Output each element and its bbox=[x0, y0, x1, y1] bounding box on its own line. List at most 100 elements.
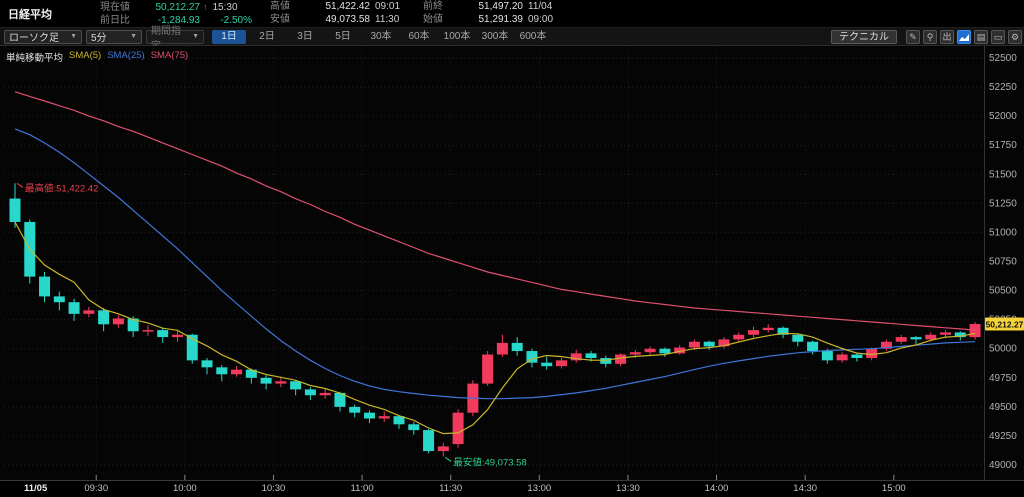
candle-14:05 bbox=[733, 334, 745, 340]
high-value: 51,422.42 bbox=[325, 1, 371, 12]
range-button-2日[interactable]: 2日 bbox=[259, 30, 275, 42]
range-button-60本[interactable]: 60本 bbox=[408, 30, 430, 42]
candle-11:10 bbox=[393, 416, 405, 425]
candle-13:20 bbox=[600, 358, 612, 364]
chart-toolbar: ローソク足▼ 5分▼ 期間指定▼ 1日 2日 3日 5日 30本 60本 100本 300本 6… bbox=[0, 26, 1024, 52]
interval-dropdown[interactable]: 5分 ▼ bbox=[86, 29, 142, 44]
candle-09:00 bbox=[9, 198, 21, 222]
axis-date-label: 11/05 bbox=[24, 483, 48, 494]
legend-sma75: SMA(75) bbox=[150, 50, 189, 61]
y-axis-label: 49000 bbox=[989, 460, 1017, 471]
candle-11:05 bbox=[378, 416, 390, 419]
candle-10:15 bbox=[231, 369, 243, 375]
chevron-down-icon: ▼ bbox=[192, 33, 199, 40]
candle-13:25 bbox=[615, 354, 627, 364]
prev-close-date: 11/04 bbox=[528, 1, 553, 12]
memo-icon[interactable]: ▤ bbox=[974, 29, 988, 44]
candle-10:55 bbox=[349, 406, 361, 413]
technical-button[interactable]: テクニカル bbox=[831, 29, 897, 44]
candle-14:00 bbox=[718, 339, 730, 347]
candle-13:35 bbox=[644, 348, 656, 353]
toolbar-right: テクニカル ✎ ⚲ 出 ▤ ▭ ⚙ bbox=[831, 29, 1024, 44]
candle-15:20 bbox=[954, 332, 966, 338]
gear-icon[interactable]: ⚙ bbox=[1008, 29, 1022, 44]
candle-10:35 bbox=[290, 381, 302, 390]
candle-10:25 bbox=[260, 377, 272, 384]
x-axis-label-14:30: 14:30 bbox=[793, 483, 818, 494]
candle-09:30 bbox=[98, 310, 110, 325]
range-button-300本[interactable]: 300本 bbox=[481, 30, 509, 42]
candle-12:45 bbox=[496, 342, 508, 355]
candle-14:45 bbox=[851, 354, 863, 359]
candle-14:30 bbox=[807, 341, 819, 352]
candle-13:00 bbox=[541, 362, 553, 367]
time-axis: 11/05 09:30 10:00 10:30 11:00 11:30 13:00 13:3… bbox=[0, 480, 1024, 497]
candle-15:10 bbox=[925, 334, 937, 340]
magnifier-icon[interactable]: ⚲ bbox=[923, 29, 937, 44]
low-annotation: 最安値:49,073.58 bbox=[453, 456, 526, 468]
y-axis-label: 50750 bbox=[989, 257, 1017, 268]
current-price-time: 15:30 bbox=[212, 1, 238, 13]
candle-13:30 bbox=[629, 352, 641, 355]
y-axis-label: 51500 bbox=[989, 169, 1017, 180]
export-icon[interactable]: 出 bbox=[940, 29, 954, 44]
toolbar-icons: ✎ ⚲ 出 ▤ ▭ ⚙ bbox=[903, 29, 1022, 44]
candle-11:25 bbox=[437, 446, 449, 452]
pencil-icon[interactable]: ✎ bbox=[906, 29, 920, 44]
chart-type-dropdown[interactable]: ローソク足 ▼ bbox=[4, 29, 82, 44]
up-arrow-icon: ↑ bbox=[203, 1, 208, 12]
y-axis-label: 51250 bbox=[989, 198, 1017, 209]
candle-09:20 bbox=[68, 302, 80, 314]
x-axis-label-13:30: 13:30 bbox=[616, 483, 640, 494]
x-axis-label-09:30: 09:30 bbox=[84, 483, 109, 494]
candle-14:10 bbox=[748, 330, 759, 335]
candlestick-chart[interactable]: 4900049250495004975050000502505050050750… bbox=[0, 46, 1024, 480]
prev-close-value: 51,497.20 bbox=[478, 1, 524, 12]
candle-11:00 bbox=[363, 412, 375, 419]
x-axis-label-10:30: 10:30 bbox=[261, 483, 286, 494]
candle-09:55 bbox=[171, 334, 183, 338]
current-price-value: 50,212.27 bbox=[155, 1, 201, 13]
x-axis-label-14:00: 14:00 bbox=[704, 483, 729, 494]
y-axis-label: 51000 bbox=[989, 227, 1017, 238]
low-time: 11:30 bbox=[375, 14, 400, 25]
range-button-600本[interactable]: 600本 bbox=[519, 30, 547, 42]
change-label: 前日比 bbox=[100, 14, 130, 26]
chart-icon[interactable] bbox=[957, 29, 971, 44]
y-axis-label: 52250 bbox=[989, 82, 1017, 93]
candle-15:00 bbox=[895, 337, 907, 342]
chart-area[interactable]: 単純移動平均 SMA(5) SMA(25) SMA(75) 49000 49250… bbox=[0, 46, 1024, 480]
range-button-100本[interactable]: 100本 bbox=[443, 30, 471, 42]
range-button-30本[interactable]: 30本 bbox=[370, 30, 392, 42]
candle-12:40 bbox=[482, 354, 494, 384]
candle-14:50 bbox=[866, 348, 878, 359]
period-dropdown[interactable]: 期間指定▼ bbox=[146, 26, 204, 52]
candle-09:10 bbox=[39, 276, 51, 297]
candle-14:35 bbox=[821, 351, 833, 361]
candle-10:45 bbox=[319, 392, 331, 396]
range-button-5日[interactable]: 5日 bbox=[335, 30, 351, 42]
candle-14:25 bbox=[792, 334, 804, 342]
instrument-title: 日経平均 bbox=[8, 8, 52, 21]
y-axis-label: 49500 bbox=[989, 402, 1017, 413]
prev-close-label: 前終 bbox=[423, 1, 443, 12]
candle-14:40 bbox=[836, 354, 848, 361]
window-icon[interactable]: ▭ bbox=[991, 29, 1005, 44]
candle-09:40 bbox=[127, 318, 139, 332]
candle-10:20 bbox=[245, 369, 257, 378]
candle-10:00 bbox=[186, 334, 198, 361]
x-axis-label-13:00: 13:00 bbox=[527, 483, 552, 494]
candle-10:30 bbox=[275, 381, 287, 384]
range-button-1日[interactable]: 1日 bbox=[212, 29, 246, 44]
legend-title: 単純移動平均 bbox=[6, 53, 64, 64]
y-axis-label: 50000 bbox=[989, 344, 1017, 355]
range-button-3日[interactable]: 3日 bbox=[297, 30, 313, 42]
range-buttons: 1日 2日 3日 5日 30本 60本 100本 300本 600本 bbox=[212, 29, 554, 44]
current-price-group: 現在値 50,212.27 ↑ 15:30 前日比 -1,284.93 -2.5… bbox=[100, 1, 252, 27]
candle-15:25 bbox=[969, 324, 981, 338]
change-percent: -2.50% bbox=[220, 14, 252, 26]
candle-12:30 bbox=[452, 412, 464, 445]
candle-13:50 bbox=[688, 341, 700, 348]
candle-10:50 bbox=[334, 392, 346, 407]
y-axis-label: 49750 bbox=[989, 373, 1017, 384]
